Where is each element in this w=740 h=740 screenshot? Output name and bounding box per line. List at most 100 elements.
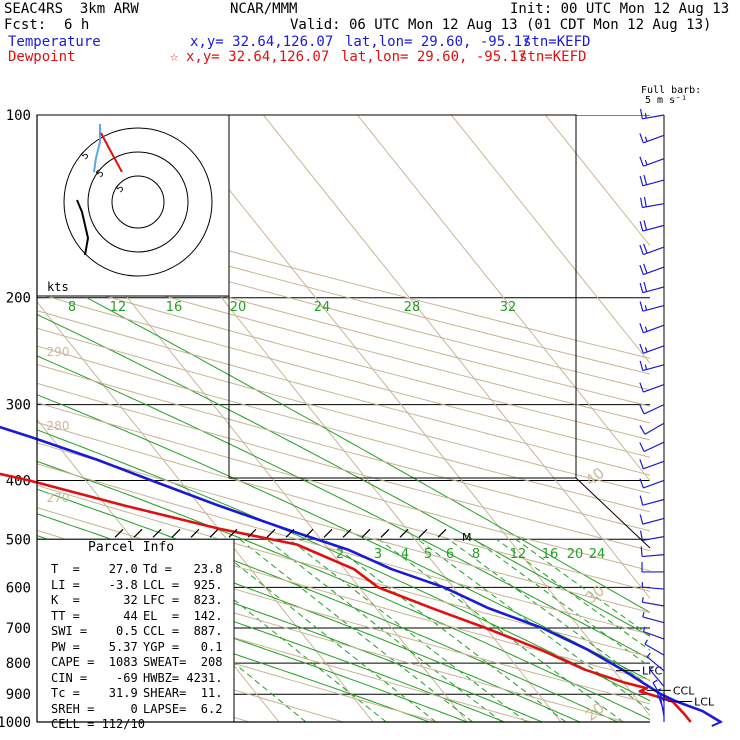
wind-barb	[639, 514, 665, 525]
isotherm-tick-label: 20	[582, 699, 608, 725]
parcel-info-row: PW = 5.37	[51, 639, 138, 654]
mixing-ratio-bottom-label: 6	[446, 547, 454, 562]
center-name: NCAR/MMM	[230, 1, 298, 17]
frame-slope	[575, 477, 651, 549]
wind-barb	[639, 404, 665, 415]
mixing-ratio-top-label: 20	[230, 300, 247, 315]
wind-barb	[639, 133, 665, 144]
mixing-ratio-line	[159, 538, 387, 722]
pressure-tick-label: 600	[6, 580, 31, 596]
barb-legend-title: Full barb:	[641, 85, 702, 96]
mixing-ratio-top-label: 28	[404, 300, 421, 315]
mixing-ratio-bottom-label: 5	[424, 547, 432, 562]
hatch-mark	[361, 528, 371, 538]
temperature-latlon: lat,lon= 29.60, -95.17	[345, 34, 531, 50]
isotherm-line	[37, 301, 374, 722]
parcel-info-row: T = 27.0	[51, 562, 138, 576]
valid-time: Valid: 06 UTC Mon 12 Aug 13 (01 CDT Mon …	[290, 17, 712, 33]
temperature-profile-line	[0, 425, 722, 724]
mixing-ratio-line	[266, 538, 503, 722]
pressure-tick-label: 900	[6, 687, 31, 703]
dewpoint-profile-line	[0, 472, 692, 723]
hatch-mark	[437, 528, 447, 538]
hatch-mark	[285, 528, 295, 538]
wind-barb	[640, 546, 665, 558]
wind-barb	[639, 382, 665, 393]
hatch-mark	[247, 528, 257, 538]
mixing-ratio-line	[288, 538, 527, 722]
wind-barb	[641, 597, 665, 607]
mixing-ratio-bottom-label: 24	[589, 547, 606, 562]
mixing-ratio-bottom-label: 20	[567, 547, 584, 562]
mixing-ratio-bottom-label: 12	[510, 547, 527, 562]
wind-barb	[642, 626, 665, 640]
parcel-info-title: Parcel Info	[88, 540, 175, 555]
hatch-mark	[152, 528, 162, 538]
mixing-ratio-line	[325, 538, 567, 722]
wind-barb	[639, 301, 665, 312]
parcel-info-row: SHEAR= 11.	[143, 686, 223, 700]
parcel-info-row: CAPE = 1083	[51, 655, 138, 669]
dry-adiabat-line	[37, 345, 650, 513]
parcel-info-row: CIN = -69	[51, 670, 138, 685]
dry-adiabat-line	[37, 484, 650, 658]
dry-adiabat-line	[37, 310, 650, 476]
hatch-mark	[399, 528, 409, 538]
wind-barb	[659, 693, 666, 717]
mixing-ratio-bottom-label: 2	[336, 547, 344, 562]
hatch-mark	[114, 528, 124, 538]
init-time: Init: 00 UTC Mon 12 Aug 13	[510, 1, 730, 17]
parcel-info-row: TT = 44	[51, 608, 138, 623]
mixing-ratio-line	[515, 538, 650, 637]
moist-adiabat-line	[86, 297, 650, 614]
wind-barb	[639, 459, 665, 470]
dry-adiabat-line	[37, 442, 650, 614]
parcel-info-box	[36, 538, 235, 723]
mixing-ratio-top-label: 8	[68, 300, 76, 315]
parcel-info-row: Td = 23.8	[143, 562, 223, 576]
parcel-info-row: LCL = 925.	[143, 577, 223, 592]
pressure-tick-label: 800	[6, 656, 31, 672]
dry-adiabat-line	[37, 603, 438, 722]
hodograph-trace-low	[76, 199, 90, 256]
moist-adiabat-line	[37, 394, 650, 682]
theta-tick-label: 290	[47, 345, 70, 359]
pressure-tick-label: 300	[6, 398, 31, 414]
hodograph-units-label: kts	[47, 280, 69, 294]
pressure-tick-label: 100	[6, 108, 31, 124]
temperature-xy: x,y= 32.64,126.07	[190, 34, 334, 50]
level-label-ccl: CCL	[673, 684, 695, 697]
dry-adiabat-line	[37, 228, 650, 391]
wind-barb	[639, 174, 665, 187]
hodograph-shear-vector	[100, 132, 123, 173]
parcel-info-row: LI = -3.8	[51, 577, 138, 592]
wind-barb	[639, 441, 665, 453]
surface-parcel-arrow	[711, 716, 724, 727]
mixing-ratio-line	[448, 538, 650, 688]
wind-barb	[639, 263, 665, 276]
wind-barb	[639, 343, 665, 354]
wind-barb	[649, 665, 665, 687]
moist-adiabat-line	[37, 355, 650, 660]
level-label-lcl: LCL	[694, 695, 715, 708]
melting-level-marker: M	[462, 531, 472, 544]
isotherm-line	[545, 115, 650, 247]
dry-adiabat-line	[37, 463, 650, 635]
temperature-legend-label: Temperature	[8, 34, 101, 50]
hatch-mark	[304, 528, 314, 538]
parcel-info-row: SREH = 0	[51, 701, 138, 716]
forecast-label: Fcst:	[4, 17, 47, 33]
hatch-mark	[190, 528, 200, 538]
mixing-ratio-line	[496, 538, 650, 651]
parcel-info-row: EL = 142.	[143, 608, 223, 623]
wind-barb	[644, 639, 665, 656]
hatch-mark	[228, 528, 238, 538]
wind-barb	[640, 108, 665, 120]
isotherm-line	[263, 115, 650, 600]
parcel-info-row: LFC = 823.	[143, 593, 223, 607]
isotherm-tick-label: 40	[582, 464, 608, 490]
dry-adiabat-line	[37, 259, 650, 424]
hodograph-ring	[87, 151, 189, 253]
mixing-ratio-top-label: 16	[166, 300, 183, 315]
